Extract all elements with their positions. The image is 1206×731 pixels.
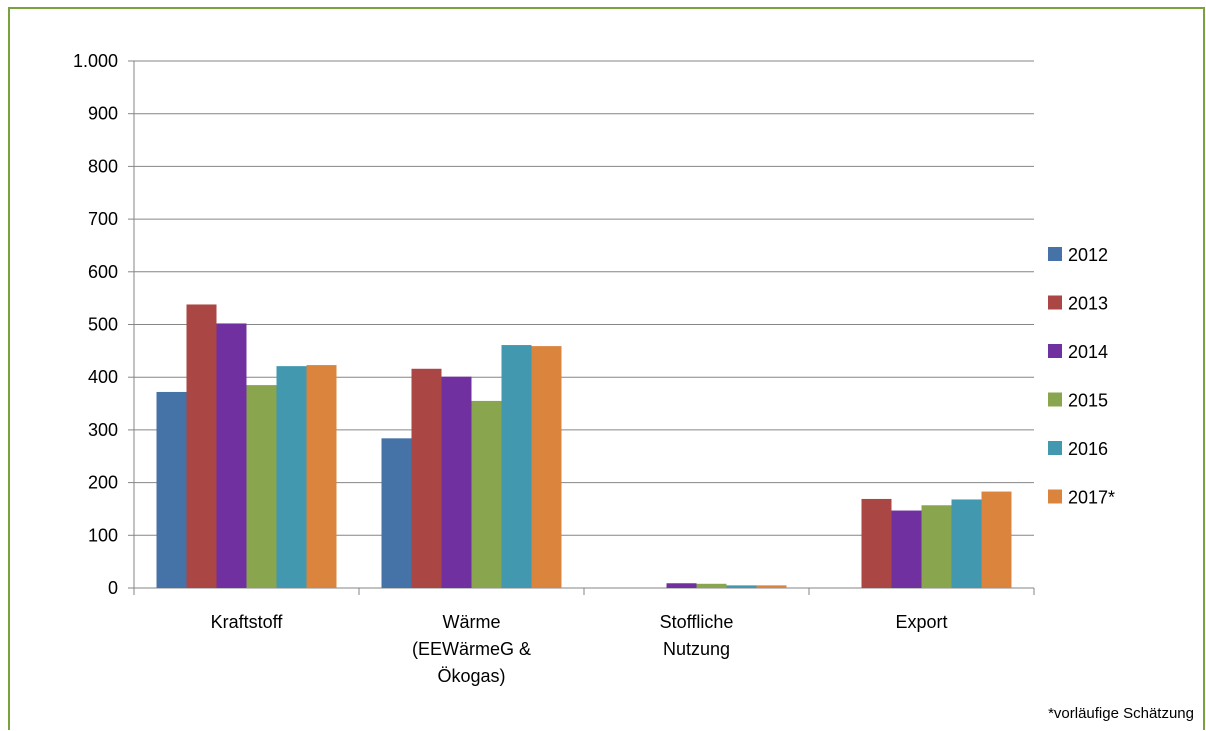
category-label: Nutzung: [663, 639, 730, 659]
y-tick-label: 900: [88, 104, 118, 124]
y-tick-label: 200: [88, 473, 118, 493]
legend-label: 2016: [1068, 439, 1108, 459]
legend-swatch: [1048, 441, 1062, 455]
legend-swatch: [1048, 247, 1062, 261]
bar: [156, 391, 187, 588]
legend-label: 2013: [1068, 294, 1108, 314]
bar: [531, 346, 562, 588]
legend-swatch: [1048, 392, 1062, 407]
y-tick-label: 800: [88, 156, 118, 176]
y-tick-label: 100: [88, 525, 118, 545]
y-tick-label: 300: [88, 420, 118, 440]
bar: [726, 585, 757, 588]
y-tick-label: 500: [88, 315, 118, 335]
bar: [891, 510, 922, 588]
bar: [276, 366, 307, 588]
bar: [756, 585, 787, 588]
legend-swatch: [1048, 344, 1062, 358]
bar: [411, 368, 442, 588]
y-tick-label: 600: [88, 262, 118, 282]
chart-frame: [8, 7, 1205, 730]
legend-swatch: [1048, 295, 1062, 310]
legend-label: 2012: [1068, 245, 1108, 265]
legend-label: 2015: [1068, 391, 1108, 411]
y-tick-label: 0: [108, 578, 118, 598]
bar: [441, 376, 472, 588]
bar: [306, 365, 337, 588]
y-tick-label: 400: [88, 367, 118, 387]
bar: [381, 438, 412, 588]
bar: [216, 323, 247, 588]
bar: [501, 345, 532, 588]
bar: [696, 583, 727, 588]
bar: [471, 400, 502, 588]
category-label: Stoffliche: [660, 612, 734, 632]
bar: [861, 498, 892, 588]
bar: [186, 304, 217, 588]
bar: [981, 491, 1012, 588]
y-tick-label: 700: [88, 209, 118, 229]
category-label: (EEWärmeG &: [412, 639, 531, 659]
category-label: Wärme: [443, 612, 501, 632]
legend-swatch: [1048, 489, 1062, 504]
legend-label: 2017*: [1068, 488, 1115, 508]
footnote: *vorläufige Schätzung: [1048, 705, 1194, 722]
y-tick-label: 1.000: [73, 51, 118, 71]
category-label: Export: [895, 612, 947, 632]
bar: [921, 505, 952, 588]
bar: [951, 499, 982, 588]
category-label: Kraftstoff: [211, 612, 284, 632]
bar: [246, 385, 277, 588]
bar: [666, 583, 697, 588]
legend-label: 2014: [1068, 342, 1108, 362]
category-label: Ökogas): [437, 666, 505, 686]
